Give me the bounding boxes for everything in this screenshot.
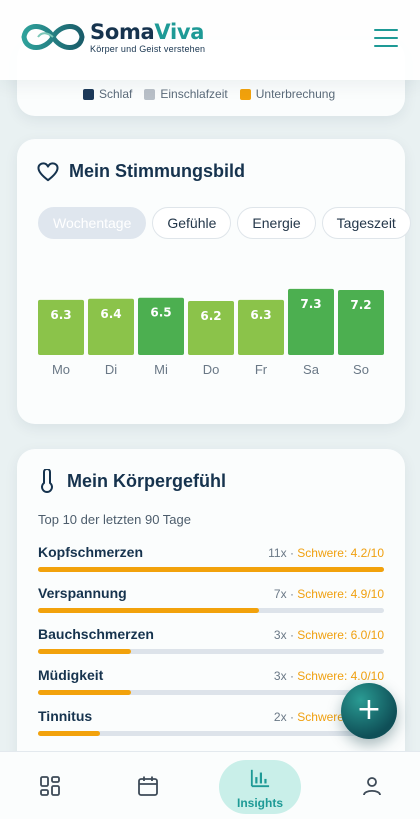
body-feeling-card: Mein Körpergefühl Top 10 der letzten 90 …	[17, 449, 405, 769]
bar-sa	[288, 288, 334, 355]
bar-value-label: 6.3	[50, 308, 71, 322]
symptom-severity: Schwere: 4.9/10	[297, 587, 384, 601]
symptom-fill	[38, 731, 101, 736]
x-tick-label: Sa	[303, 362, 320, 377]
symptom-track	[38, 649, 384, 654]
symptom-row[interactable]: Verspannung 7x · Schwere: 4.9/10	[38, 585, 384, 613]
x-tick-label: Mi	[154, 362, 168, 377]
symptom-severity: Schwere: 4.0/10	[297, 669, 384, 683]
bottom-nav: Insights	[0, 751, 420, 819]
symptom-count: 3x	[273, 628, 287, 642]
add-entry-button[interactable]: +	[341, 683, 397, 739]
logo-infinity-icon	[21, 24, 85, 50]
menu-button[interactable]	[374, 29, 398, 49]
sleep-legend: Schlaf Einschlafzeit Unterbrechung	[83, 87, 335, 101]
mood-bar-chart: 6.3 Mo 6.4 Di 6.5 Mi 6.2 Do 6.3 Fr 7.3 Sa 7.2 So	[38, 288, 384, 377]
tab-gefuehle[interactable]: Gefühle	[152, 207, 232, 239]
mood-card-title: Mein Stimmungsbild	[37, 161, 245, 182]
hamburger-icon	[374, 29, 398, 31]
x-tick-label: So	[353, 362, 369, 377]
symptom-track	[38, 567, 384, 572]
symptom-track	[38, 690, 384, 695]
legend-swatch-interruption	[239, 88, 251, 100]
symptom-fill	[38, 608, 260, 613]
legend-item: Einschlafzeit	[144, 87, 228, 101]
bar-chart-icon	[250, 769, 270, 788]
symptom-name: Kopfschmerzen	[38, 544, 144, 560]
mood-card: Mein Stimmungsbild Wochentage Gefühle En…	[17, 139, 411, 424]
app-header: SomaViva Körper und Geist verstehen	[0, 0, 420, 80]
symptom-row[interactable]: Bauchschmerzen 3x · Schwere: 6.0/10	[38, 626, 384, 654]
symptom-severity: Schwere: 4.2/10	[297, 546, 384, 560]
legend-swatch-fall-asleep	[144, 88, 156, 100]
symptom-name: Bauchschmerzen	[38, 626, 154, 642]
bar-fr	[238, 299, 284, 355]
body-card-title: Mein Körpergefühl	[37, 469, 226, 493]
bar-mi	[138, 297, 184, 355]
symptom-row[interactable]: Tinnitus 2x · Schwere: 3.0/10	[38, 708, 384, 736]
symptom-count: 3x	[273, 669, 287, 683]
bar-value-label: 6.3	[250, 308, 271, 322]
nav-insights[interactable]: Insights	[219, 760, 301, 814]
symptom-name: Müdigkeit	[38, 667, 104, 683]
user-icon[interactable]	[360, 774, 384, 798]
symptom-meta: 3x · Schwere: 6.0/10	[273, 628, 384, 642]
bar-value-label: 6.2	[200, 309, 221, 323]
nav-insights-label: Insights	[236, 796, 283, 810]
x-tick-label: Mo	[52, 362, 70, 377]
heart-outline-icon	[37, 161, 59, 181]
brand-tagline: Körper und Geist verstehen	[90, 44, 206, 54]
symptom-fill	[38, 567, 384, 572]
symptom-meta: 7x · Schwere: 4.9/10	[273, 587, 384, 601]
symptom-name: Tinnitus	[38, 708, 93, 724]
symptom-meta: 11x · Schwere: 4.2/10	[268, 546, 384, 560]
tab-wochentage[interactable]: Wochentage	[38, 207, 147, 239]
legend-item: Unterbrechung	[239, 87, 335, 101]
symptom-row[interactable]: Müdigkeit 3x · Schwere: 4.0/10	[38, 667, 384, 695]
mood-tabs: Wochentage Gefühle Energie Tageszeit	[38, 207, 411, 239]
symptom-count: 2x	[273, 710, 287, 724]
tab-energie[interactable]: Energie	[237, 207, 316, 239]
bar-di	[88, 298, 134, 355]
dashboard-icon[interactable]	[38, 774, 62, 798]
symptom-fill	[38, 649, 132, 654]
legend-item: Schlaf	[83, 87, 132, 101]
x-tick-label: Do	[203, 362, 220, 377]
symptom-track	[38, 731, 384, 736]
symptom-track	[38, 608, 384, 613]
bar-do	[188, 301, 234, 355]
x-tick-label: Fr	[255, 362, 268, 377]
symptom-row[interactable]: Kopfschmerzen 11x · Schwere: 4.2/10	[38, 544, 384, 572]
bar-mo	[38, 299, 84, 355]
symptom-severity: Schwere: 6.0/10	[297, 628, 384, 642]
x-tick-label: Di	[105, 362, 117, 377]
thermometer-icon	[41, 469, 53, 493]
tab-tageszeit[interactable]: Tageszeit	[321, 207, 411, 239]
bar-value-label: 7.3	[300, 297, 321, 311]
symptom-meta: 3x · Schwere: 4.0/10	[273, 669, 384, 683]
bar-so	[338, 290, 384, 355]
symptom-count: 11x	[268, 546, 287, 560]
bar-value-label: 6.5	[150, 306, 171, 320]
calendar-icon[interactable]	[136, 774, 160, 798]
brand-name: SomaViva	[90, 20, 205, 44]
legend-swatch-sleep	[83, 88, 94, 100]
symptom-fill	[38, 690, 132, 695]
bar-value-label: 6.4	[100, 307, 121, 321]
symptom-name: Verspannung	[38, 585, 127, 601]
bar-value-label: 7.2	[350, 298, 371, 312]
symptom-count: 7x	[273, 587, 287, 601]
body-card-subtitle: Top 10 der letzten 90 Tage	[38, 512, 191, 527]
